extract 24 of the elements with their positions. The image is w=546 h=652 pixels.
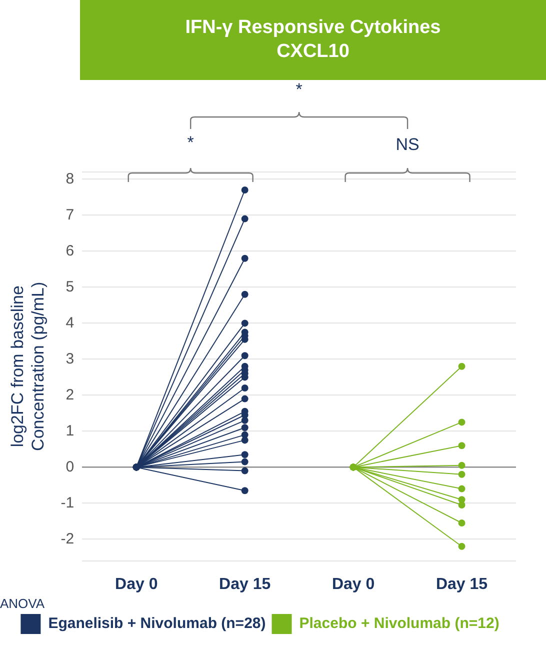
text: * — [187, 133, 194, 153]
x-tick-label: Day 0 — [115, 576, 158, 593]
y-axis-title: log2FC from baseline Concentration (pg/mL) — [8, 282, 48, 451]
y-tick-label: -2 — [60, 530, 74, 548]
x-tick-label: Day 0 — [332, 576, 375, 593]
y-tick-label: 4 — [66, 314, 74, 332]
text: ANOVA — [0, 596, 45, 611]
x-tick-label: Day 15 — [436, 576, 488, 593]
x-tick-label: Day 15 — [219, 576, 271, 593]
y-tick-label: 8 — [66, 170, 74, 188]
y-tick-label: 5 — [66, 278, 74, 296]
y-tick-label: 1 — [66, 422, 74, 440]
legend-label: Eganelisib + Nivolumab (n=28) — [48, 615, 266, 632]
y-tick-label: 7 — [66, 206, 74, 224]
chart-subtitle: CXCL10 — [276, 40, 350, 64]
chart-title: IFN-γ Responsive Cytokines — [184, 16, 442, 40]
y-tick-label: 3 — [66, 350, 74, 368]
text: * — [296, 80, 302, 100]
y-tick-label: 6 — [66, 242, 74, 260]
y-tick-label: 0 — [66, 458, 74, 476]
legend-label: Placebo + Nivolumab (n=12) — [299, 615, 500, 632]
text: NS — [396, 135, 420, 155]
y-tick-label: -1 — [60, 494, 74, 512]
y-tick-label: 2 — [66, 386, 74, 404]
